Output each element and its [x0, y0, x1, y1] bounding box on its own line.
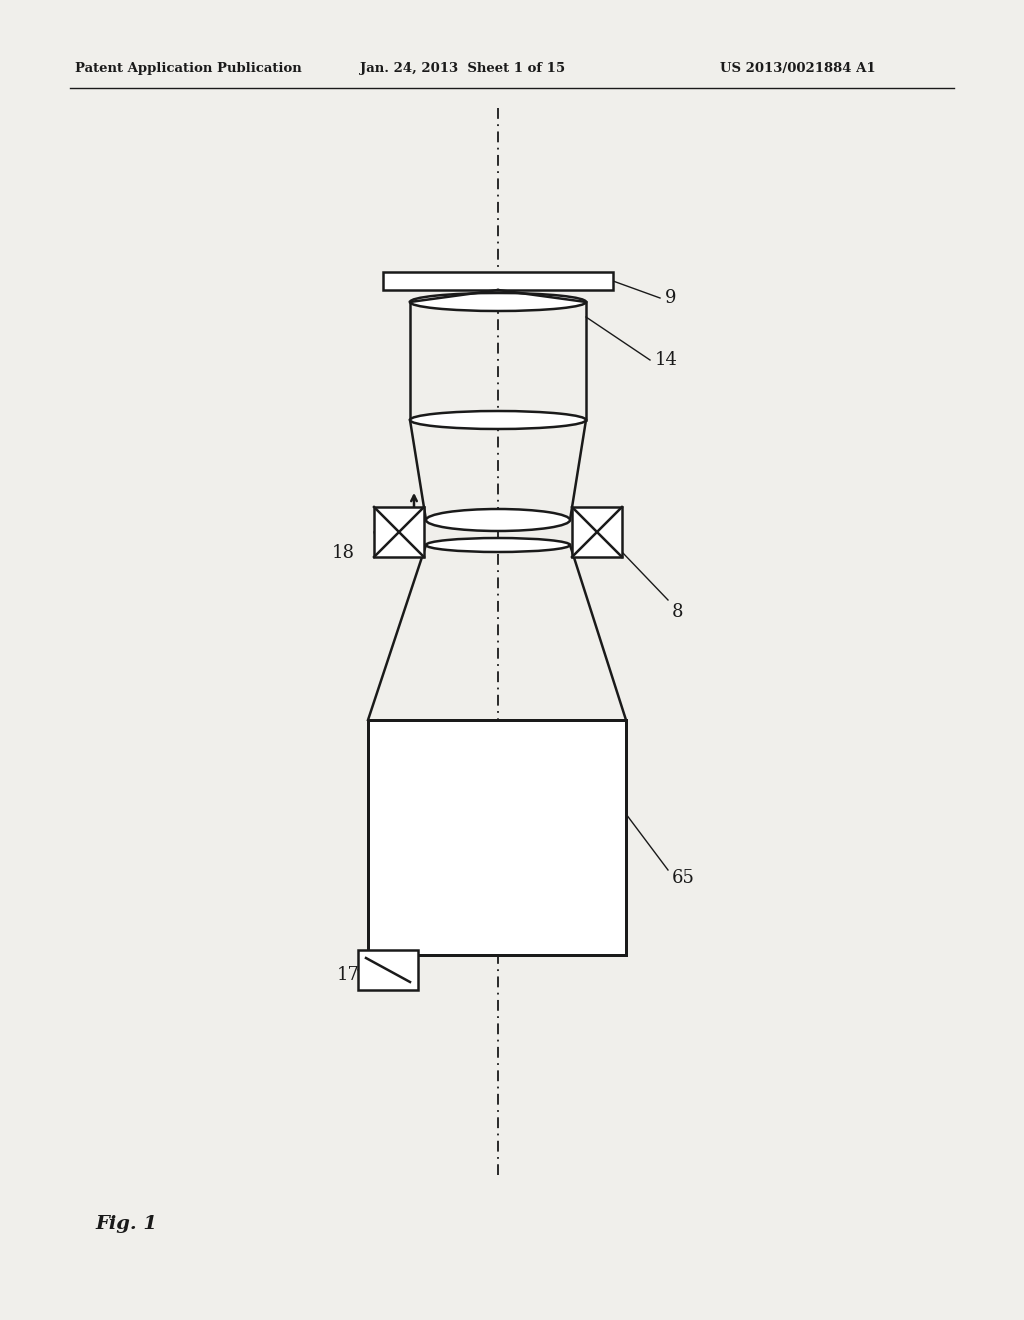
Text: 17: 17: [337, 966, 360, 983]
Bar: [374, 507, 424, 557]
Text: US 2013/0021884 A1: US 2013/0021884 A1: [720, 62, 876, 75]
Text: 8: 8: [672, 603, 683, 620]
Ellipse shape: [410, 293, 586, 312]
Text: 65: 65: [672, 869, 695, 887]
Ellipse shape: [410, 411, 586, 429]
Text: 18: 18: [332, 544, 355, 562]
Text: 14: 14: [655, 351, 678, 370]
Text: Jan. 24, 2013  Sheet 1 of 15: Jan. 24, 2013 Sheet 1 of 15: [360, 62, 565, 75]
Text: Patent Application Publication: Patent Application Publication: [75, 62, 302, 75]
Bar: [572, 507, 622, 557]
Ellipse shape: [426, 539, 570, 552]
Bar: [358, 950, 418, 990]
Bar: [383, 272, 613, 290]
Bar: [368, 719, 626, 954]
Text: 9: 9: [665, 289, 677, 308]
Ellipse shape: [426, 510, 570, 531]
Text: Fig. 1: Fig. 1: [95, 1214, 157, 1233]
